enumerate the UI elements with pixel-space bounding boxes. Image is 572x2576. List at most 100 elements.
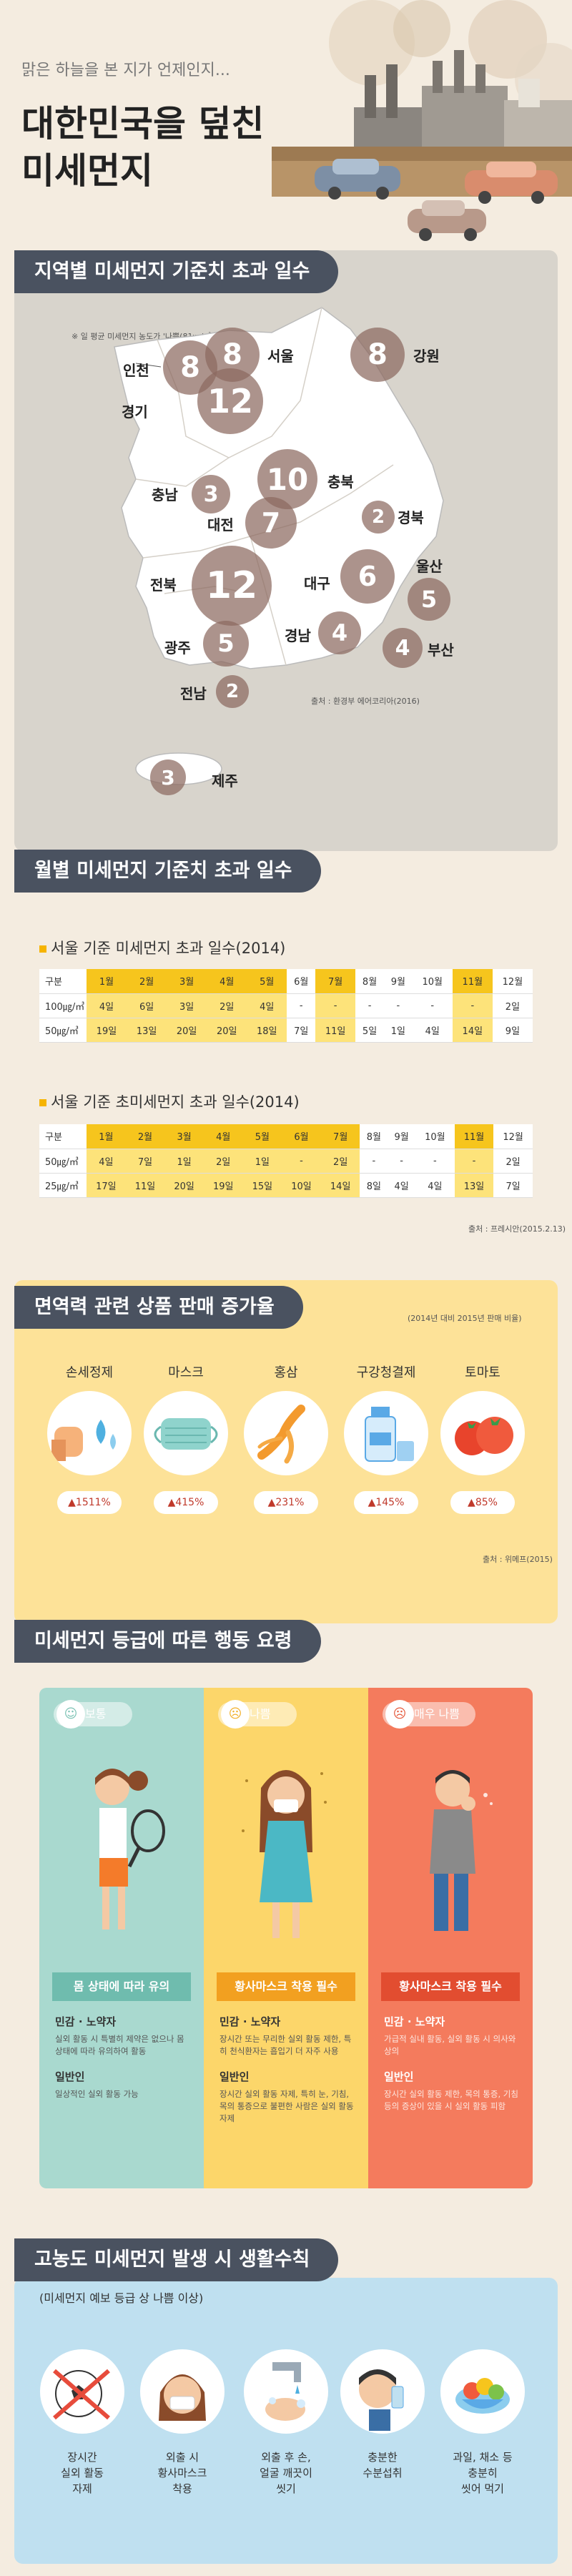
table-cell: 13일 bbox=[127, 1018, 167, 1043]
table-cell: - bbox=[287, 993, 316, 1018]
table-cell: 7일 bbox=[287, 1018, 316, 1043]
bubble-gwangju: 5 bbox=[203, 621, 249, 667]
grade-label: 보통 bbox=[85, 1707, 107, 1721]
product-rate: ▲85% bbox=[450, 1491, 515, 1514]
table-cell: - bbox=[452, 993, 493, 1018]
table-cell: - bbox=[412, 993, 453, 1018]
grade-guidance: 민감 · 노약자 가급적 실내 활동, 실외 활동 시 의사와 상의 일반인 장… bbox=[384, 2015, 520, 2125]
bubble-jeonbuk: 12 bbox=[192, 546, 272, 626]
grade-label: 매우 나쁨 bbox=[414, 1707, 460, 1721]
product-rate: ▲1511% bbox=[57, 1491, 122, 1514]
grade-badge: ☺ 보통 bbox=[54, 1700, 132, 1729]
bubble-daejeon: 7 bbox=[245, 497, 297, 549]
table-cell: 1일 bbox=[383, 1018, 413, 1043]
region-busan: 부산 bbox=[428, 641, 454, 659]
table-cell: 2일 bbox=[493, 1149, 533, 1174]
table-cell: 18일 bbox=[247, 1018, 287, 1043]
tennis-player-figure bbox=[95, 1769, 165, 1929]
table-cell: 7월 bbox=[320, 1124, 360, 1149]
grade-guidance: 민감 · 노약자 장시간 또는 무리한 실외 활동 제한, 특히 천식환자는 흡… bbox=[220, 2015, 355, 2138]
group-title: 일반인 bbox=[220, 2070, 250, 2083]
mask-icon bbox=[144, 1391, 228, 1475]
product-item: 홍삼 ▲231% bbox=[240, 1362, 332, 1514]
group-text: 가급적 실내 활동, 실외 활동 시 의사와 상의 bbox=[384, 2034, 516, 2056]
region-chungnam: 충남 bbox=[152, 486, 178, 503]
table-cell: 4일 bbox=[415, 1173, 455, 1198]
region-chungbuk: 충북 bbox=[327, 473, 354, 491]
table-cell: 4월 bbox=[207, 969, 247, 994]
title-line-2: 미세먼지 bbox=[21, 150, 153, 192]
table-cell: - bbox=[360, 1149, 388, 1174]
grade-badge: ☹ 매우 나쁨 bbox=[383, 1700, 475, 1729]
group-title: 민감 · 노약자 bbox=[220, 2015, 281, 2028]
product-name: 토마토 bbox=[465, 1365, 500, 1380]
table-cell: 11월 bbox=[452, 969, 493, 994]
table-cell: 2일 bbox=[203, 1149, 243, 1174]
region-seoul: 서울 bbox=[267, 348, 294, 365]
table-cell: 구분 bbox=[39, 969, 87, 994]
tip-label: 장시간 실외 활동 자제 bbox=[61, 2451, 104, 2495]
table-cell: 4일 bbox=[388, 1173, 416, 1198]
table-row: 50㎍/㎥ 19일 13일 20일 20일 18일 7일 11일 5일 1일 4… bbox=[39, 1018, 533, 1043]
grade-guidance: 민감 · 노약자 실외 활동 시 특별히 제약은 없으나 몸 상태에 따라 유의… bbox=[55, 2015, 191, 2113]
group-text: 장시간 실외 활동 제한, 목의 통증, 기침 등의 증상이 있을 시 실외 활… bbox=[384, 2089, 518, 2111]
region-jeju: 제주 bbox=[212, 772, 238, 790]
product-name: 마스크 bbox=[168, 1365, 204, 1380]
table-cell: 4월 bbox=[203, 1124, 243, 1149]
table-cell: 10일 bbox=[282, 1173, 321, 1198]
table-cell: 25㎍/㎥ bbox=[39, 1173, 87, 1198]
region-jeonnam: 전남 bbox=[180, 685, 207, 702]
table-cell: 2일 bbox=[207, 993, 247, 1018]
table-cell: 50㎍/㎥ bbox=[39, 1149, 87, 1174]
tomato-icon bbox=[440, 1391, 525, 1475]
grade-rule: 황사마스크 착용 필수 bbox=[381, 1972, 520, 2001]
smile-face-icon: ☺ bbox=[56, 1700, 85, 1729]
table-cell: 2일 bbox=[492, 993, 533, 1018]
region-incheon: 인천 bbox=[123, 362, 149, 379]
product-name: 홍삼 bbox=[274, 1365, 298, 1380]
table-cell: 5월 bbox=[242, 1124, 282, 1149]
group-title: 민감 · 노약자 bbox=[384, 2015, 445, 2028]
tip-item: 외출 후 손, 얼굴 깨끗이 씻기 bbox=[240, 2349, 332, 2497]
table-cell: 10월 bbox=[415, 1124, 455, 1149]
group-text: 장시간 실외 활동 자제, 특히 눈, 기침, 목의 통증으로 불편한 사람은 … bbox=[220, 2089, 354, 2123]
page-title: 대한민국을 덮친 미세먼지 bbox=[21, 100, 264, 195]
table-cell: 20일 bbox=[164, 1173, 204, 1198]
table-cell: 1월 bbox=[87, 969, 127, 994]
grade-panel-very-bad: ☹ 매우 나쁨 황사마스크 착용 필수 민감 · 노약자 가급적 실내 활동, … bbox=[368, 1688, 533, 2188]
tips-section-title: 고농도 미세먼지 발생 시 생활수칙 bbox=[14, 2238, 339, 2281]
drinking-water-icon bbox=[340, 2349, 425, 2434]
table-cell: 14일 bbox=[320, 1173, 360, 1198]
monthly-section-title: 월별 미세먼지 기준치 초과 일수 bbox=[14, 850, 321, 893]
product-rate: ▲231% bbox=[254, 1491, 318, 1514]
table-row: 100㎍/㎥ 4일 6일 3일 2일 4일 - - - - - - 2일 bbox=[39, 993, 533, 1018]
table-cell: 15일 bbox=[242, 1173, 282, 1198]
ginseng-icon bbox=[244, 1391, 328, 1475]
tip-label: 충분한 수분섭취 bbox=[363, 2451, 403, 2479]
table-cell: 11월 bbox=[454, 1124, 494, 1149]
table-cell: 2일 bbox=[320, 1149, 360, 1174]
tip-label: 과일, 채소 등 충분히 씻어 먹기 bbox=[453, 2451, 513, 2495]
product-item: 마스크 ▲415% bbox=[139, 1362, 232, 1514]
fruit-bowl-icon bbox=[440, 2349, 525, 2434]
header-kicker: 맑은 하늘을 본 지가 언제인지... bbox=[21, 62, 230, 79]
bubble-daegu: 6 bbox=[340, 549, 395, 604]
table-cell: 4일 bbox=[87, 993, 127, 1018]
table-cell: 14일 bbox=[452, 1018, 493, 1043]
grade-rule: 황사마스크 착용 필수 bbox=[217, 1972, 355, 2001]
masked-woman-figure bbox=[242, 1770, 327, 1938]
bubble-ulsan: 5 bbox=[408, 578, 450, 621]
table-cell: 4일 bbox=[247, 993, 287, 1018]
table-cell: 11일 bbox=[125, 1173, 165, 1198]
bubble-jeju: 3 bbox=[150, 759, 186, 795]
table-cell: 3월 bbox=[164, 1124, 204, 1149]
table-cell: 10월 bbox=[412, 969, 453, 994]
table-header-row: 구분 1월 2월 3월 4월 5월 6월 7월 8월 9월 10월 11월 12… bbox=[39, 969, 533, 994]
group-title: 민감 · 노약자 bbox=[55, 2015, 117, 2028]
table-cell: 구분 bbox=[39, 1124, 87, 1149]
region-gwangju: 광주 bbox=[164, 639, 191, 657]
product-rate: ▲415% bbox=[154, 1491, 218, 1514]
table-cell: 19일 bbox=[203, 1173, 243, 1198]
product-item: 손세정제 ▲1511% bbox=[43, 1362, 136, 1514]
region-ulsan: 울산 bbox=[416, 558, 443, 575]
